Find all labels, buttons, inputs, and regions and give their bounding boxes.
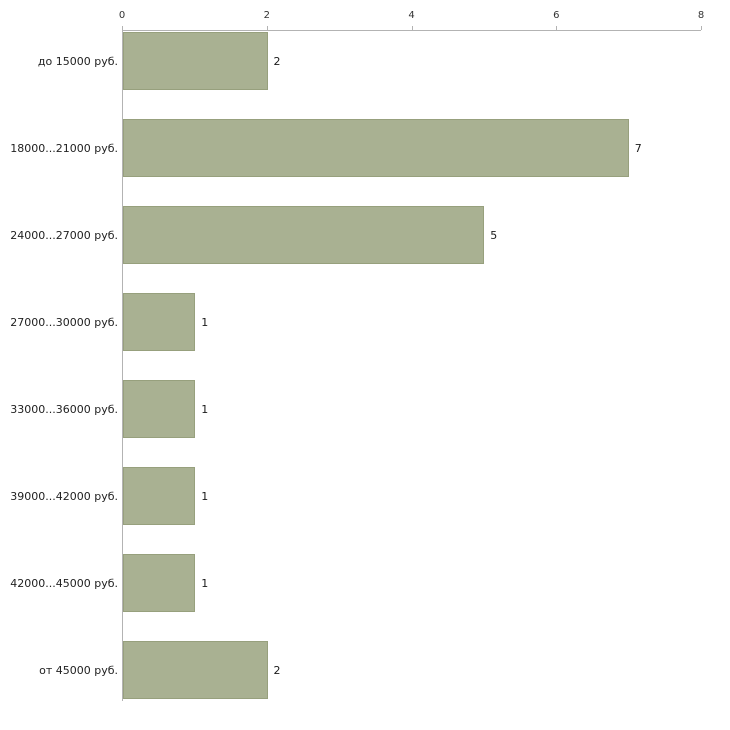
value-label: 1 (201, 402, 209, 416)
category-label: 33000...36000 руб. (10, 402, 118, 416)
bar-area: 1 (122, 380, 701, 438)
x-tick-label: 0 (118, 10, 126, 21)
y-axis-line (122, 30, 123, 701)
bar-row: 24000...27000 руб. 5 (0, 206, 730, 264)
bar (123, 32, 268, 90)
bar-row: 27000...30000 руб. 1 (0, 293, 730, 351)
category-label: от 45000 руб. (39, 663, 118, 677)
bar-row: до 15000 руб. 2 (0, 32, 730, 90)
bar-area: 1 (122, 554, 701, 612)
bar-row: 18000...21000 руб. 7 (0, 119, 730, 177)
x-tick-mark (701, 26, 702, 30)
bar-area: 2 (122, 32, 701, 90)
x-axis-line (122, 30, 701, 31)
x-tick-mark (122, 26, 123, 30)
x-tick-label: 2 (263, 10, 270, 21)
bar-area: 5 (122, 206, 701, 264)
category-label: 24000...27000 руб. (10, 228, 118, 242)
bar-row: от 45000 руб. 2 (0, 641, 730, 699)
x-tick-label: 6 (553, 10, 560, 21)
value-label: 5 (490, 228, 498, 242)
category-label: 18000...21000 руб. (10, 141, 118, 155)
x-axis: 0 2 4 6 8 (118, 0, 705, 30)
bar-rows: до 15000 руб. 2 18000...21000 руб. 7 24000..… (0, 32, 730, 728)
bar (123, 641, 268, 699)
value-label: 1 (201, 315, 209, 329)
x-tick-label: 4 (408, 10, 415, 21)
value-label: 7 (634, 141, 642, 155)
bar-area: 1 (122, 467, 701, 525)
bar-row: 33000...36000 руб. 1 (0, 380, 730, 438)
bar (123, 554, 196, 612)
bar (123, 293, 196, 351)
x-tick-mark (556, 26, 558, 30)
x-tick-label: 8 (697, 10, 705, 21)
value-label: 2 (273, 663, 281, 677)
bar-area: 7 (122, 119, 701, 177)
bar-area: 1 (122, 293, 701, 351)
value-label: 1 (201, 489, 209, 503)
category-label: 42000...45000 руб. (10, 576, 118, 590)
value-label: 1 (201, 576, 209, 590)
value-label: 2 (273, 54, 281, 68)
category-label: до 15000 руб. (37, 54, 118, 68)
bar-row: 39000...42000 руб. 1 (0, 467, 730, 525)
category-label: 27000...30000 руб. (10, 315, 118, 329)
x-tick-mark (266, 26, 268, 30)
bar (123, 206, 485, 264)
bar (123, 119, 629, 177)
category-label: 39000...42000 руб. (10, 489, 118, 503)
bar (123, 380, 196, 438)
x-tick-mark (411, 26, 413, 30)
bar-row: 42000...45000 руб. 1 (0, 554, 730, 612)
bar (123, 467, 196, 525)
bar-area: 2 (122, 641, 701, 699)
